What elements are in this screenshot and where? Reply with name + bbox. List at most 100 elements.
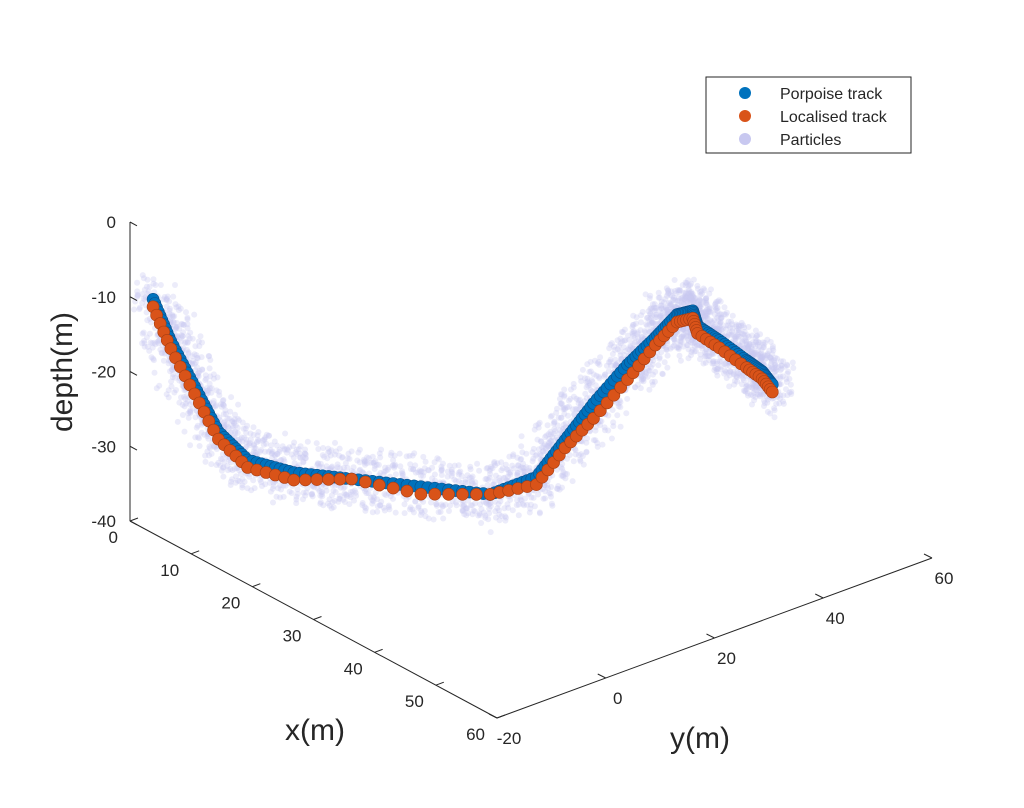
particle-point (377, 454, 384, 461)
particle-point (190, 357, 197, 364)
particle-point (422, 458, 429, 465)
particle-point (184, 398, 191, 405)
particle-point (570, 393, 577, 400)
particle-point (244, 422, 251, 429)
particle-point (637, 327, 644, 334)
particle-point (476, 510, 483, 517)
particle-point (753, 387, 760, 394)
particle-point (168, 366, 175, 373)
particle-point (510, 451, 517, 458)
particle-point (411, 450, 418, 457)
particle-point (222, 411, 229, 417)
particle-point (189, 335, 196, 342)
particle-point (688, 295, 695, 302)
particle-point (677, 338, 684, 344)
particle-point (663, 346, 670, 353)
z-tick-label: -10 (91, 288, 116, 307)
particle-point (738, 322, 745, 329)
particle-point (685, 346, 692, 353)
particle-point (700, 285, 707, 292)
particle-point (229, 418, 236, 425)
particle-point (431, 471, 438, 478)
particle-point (387, 452, 394, 459)
particle-point (714, 307, 721, 314)
particle-point (579, 453, 586, 459)
particle-point (565, 412, 571, 419)
particle-point (545, 431, 552, 438)
tracks (146, 292, 779, 501)
particle-point (712, 304, 719, 310)
particle-point (705, 306, 712, 313)
particle-point (244, 485, 251, 492)
x-tick-label: 20 (221, 594, 240, 613)
particle-point (505, 467, 512, 473)
particle-point (187, 408, 194, 415)
particle-point (545, 485, 551, 492)
particle-point (608, 340, 615, 347)
particle-point (658, 305, 665, 312)
particle-point (173, 323, 180, 330)
particle-point (609, 407, 616, 413)
particle-point (217, 455, 224, 462)
particle-point (376, 450, 383, 457)
z-tick-label: -20 (91, 363, 116, 382)
particle-point (183, 346, 190, 353)
particle-point (491, 460, 498, 467)
particle-point (139, 330, 146, 337)
particle-point (234, 477, 241, 484)
particle-point (671, 277, 678, 283)
particle-point (224, 415, 231, 422)
particle-point (736, 323, 743, 330)
particle-point (732, 334, 739, 341)
particle-point (166, 305, 173, 312)
particle-point (706, 308, 712, 315)
particle-point (754, 341, 761, 348)
particle-point (544, 482, 551, 489)
particle-point (139, 340, 146, 347)
particle-point (370, 459, 377, 466)
particle-point (239, 482, 246, 489)
particle-point (172, 324, 179, 331)
particle-point (577, 403, 584, 410)
particle-point (788, 391, 795, 397)
particle-point (361, 504, 368, 510)
particle-point (642, 329, 649, 336)
particle-point (558, 391, 565, 398)
particle-point (351, 487, 358, 494)
particle-point (208, 450, 215, 457)
particle-point (742, 337, 749, 344)
particle-point (278, 486, 284, 493)
particle-point (490, 481, 497, 488)
particle-point (185, 414, 192, 421)
particle-point (271, 438, 278, 445)
z-tick-mark (129, 221, 138, 227)
particle-point (618, 328, 625, 335)
particle-point (401, 510, 408, 517)
particle-point (653, 305, 660, 312)
particle-point (418, 472, 424, 479)
particle-point (435, 456, 442, 463)
particle-point (369, 500, 376, 507)
particle-point (266, 432, 272, 439)
particle-point (455, 471, 462, 478)
particle-point (183, 309, 189, 316)
particle-point (639, 334, 646, 341)
particle-point (320, 445, 327, 451)
particle-point (540, 495, 547, 502)
particle-point (371, 494, 378, 501)
particle-point (668, 288, 675, 295)
particle-point (706, 305, 713, 312)
particle-point (168, 383, 175, 390)
particle-point (713, 366, 720, 373)
particle-point (239, 419, 246, 426)
particle-point (232, 422, 239, 429)
particle-point (750, 341, 757, 348)
particle-point (754, 351, 761, 358)
particle-point (187, 401, 193, 408)
particle-point (389, 462, 396, 469)
particle-point (671, 336, 678, 343)
particle-point (226, 415, 233, 422)
particle-point (374, 508, 381, 515)
particle-point (168, 378, 175, 385)
particle-point (643, 321, 650, 328)
